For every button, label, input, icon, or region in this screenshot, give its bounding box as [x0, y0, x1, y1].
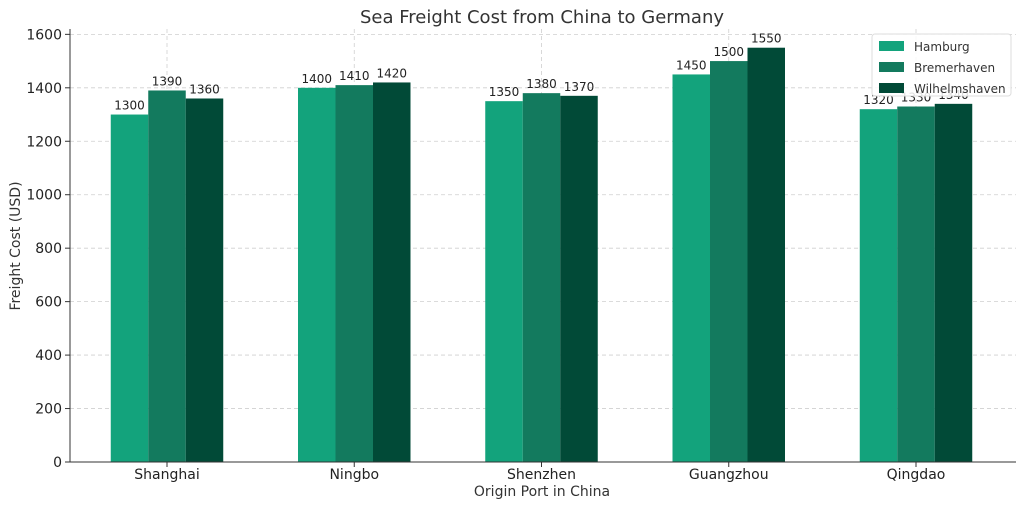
bar-value-label: 1420 [376, 66, 407, 80]
bar-value-label: 1400 [301, 72, 332, 86]
bars [110, 47, 973, 463]
y-tick-label: 0 [53, 455, 62, 471]
y-tick-label: 1600 [26, 27, 62, 43]
bar-value-label: 1370 [564, 80, 595, 94]
bar [148, 90, 186, 462]
x-tick-label: Shanghai [134, 467, 199, 483]
legend-label: Bremerhaven [914, 61, 995, 75]
bar-value-label: 1350 [489, 85, 520, 99]
data-labels: 1300 1390 1360 1400 1410 1420 1350 1380 1370 1450… [114, 32, 969, 113]
x-tick-label: Guangzhou [689, 467, 769, 483]
ticks: 0 200 400 600 800 1000 1200 1400 1600 Shanghai Nin… [26, 27, 945, 483]
bar-value-label: 1550 [751, 32, 782, 46]
bar [522, 93, 561, 463]
x-axis-label: Origin Port in China [474, 484, 610, 500]
x-tick-label: Qingdao [887, 467, 946, 483]
legend-box [871, 33, 1012, 97]
y-tick-label: 800 [35, 241, 62, 257]
bar [185, 98, 224, 462]
bar-value-label: 1380 [526, 77, 557, 91]
bar [373, 82, 411, 462]
bar-value-label: 1450 [676, 58, 707, 72]
y-axis-label: Freight Cost (USD) [8, 181, 24, 310]
chart-title: Sea Freight Cost from China to Germany [360, 7, 724, 28]
bar [335, 85, 373, 462]
y-tick-label: 1000 [26, 188, 62, 204]
bar [897, 106, 935, 463]
legend: Hamburg Bremerhaven Wilhelmshaven [871, 33, 1012, 97]
legend-swatch [879, 41, 904, 51]
bar-value-label: 1360 [189, 82, 220, 96]
bar-value-label: 1320 [863, 93, 894, 107]
y-tick-label: 1200 [26, 134, 62, 150]
bar-value-label: 1410 [339, 69, 370, 83]
bar [672, 74, 710, 463]
x-tick-label: Ningbo [329, 467, 379, 483]
x-tick-label: Shenzhen [507, 467, 576, 483]
y-tick-label: 400 [35, 348, 62, 364]
bar [298, 87, 336, 463]
bar-value-label: 1500 [713, 45, 744, 59]
bar-value-label: 1300 [114, 99, 145, 113]
y-tick-label: 1400 [26, 81, 62, 97]
bar [110, 114, 149, 463]
legend-swatch [879, 62, 904, 72]
legend-swatch [879, 83, 904, 93]
legend-label: Hamburg [914, 40, 970, 54]
axes [69, 29, 1016, 463]
bar [710, 61, 748, 463]
bar [560, 95, 598, 462]
bar [934, 103, 973, 462]
y-tick-label: 600 [35, 295, 62, 311]
bar [859, 109, 898, 463]
legend-label: Wilhelmshaven [914, 82, 1006, 96]
bar [747, 47, 785, 463]
bar-value-label: 1390 [152, 74, 183, 88]
y-tick-label: 200 [35, 402, 62, 418]
bar [485, 101, 523, 463]
